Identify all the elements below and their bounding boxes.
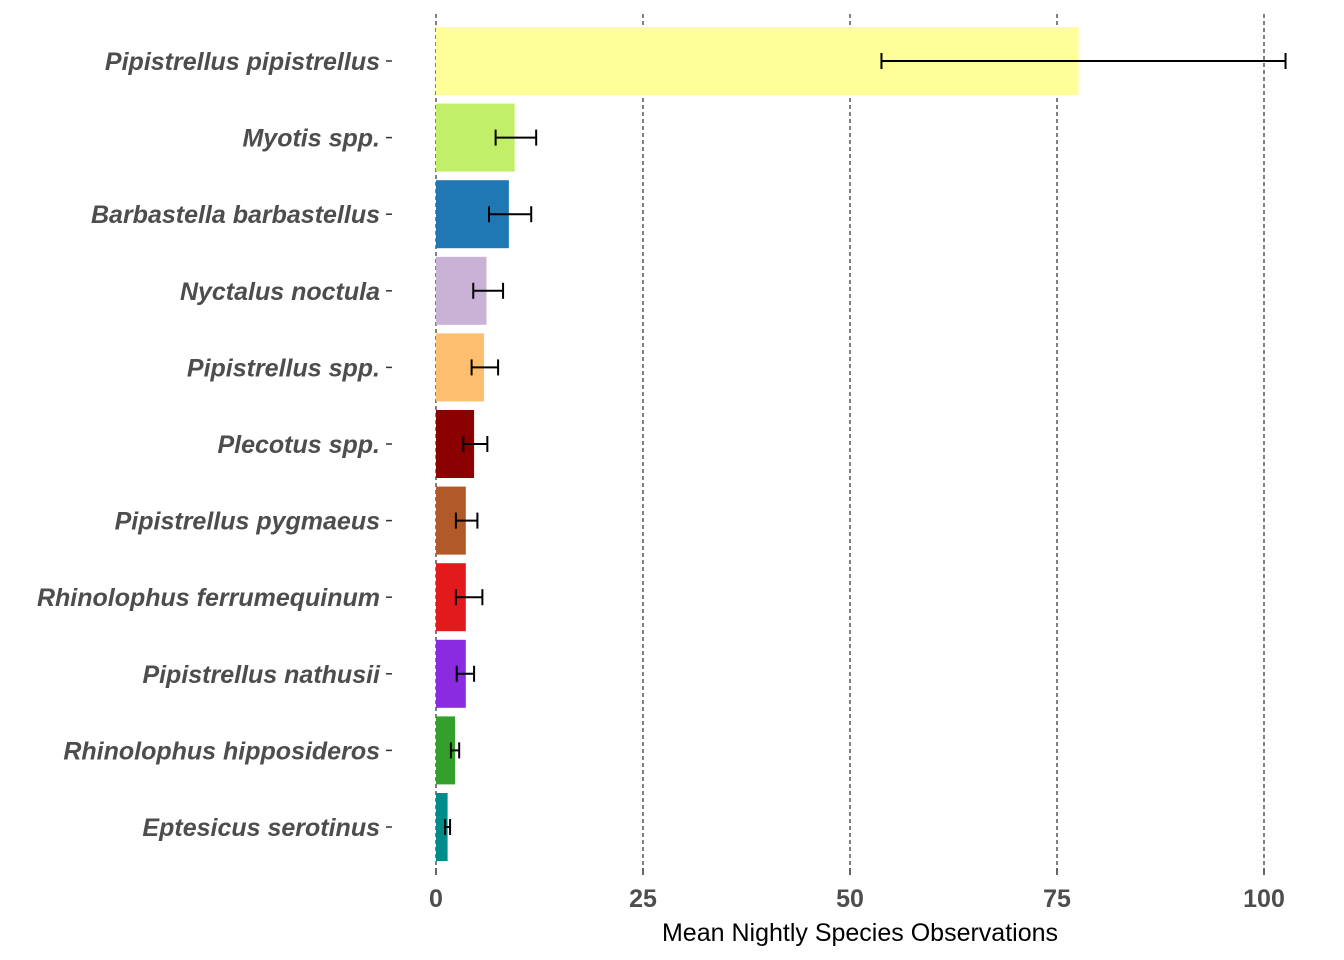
y-category-label: Eptesicus serotinus [142,814,380,842]
y-category-label: Barbastella barbastellus [91,201,380,229]
y-category-label: Pipistrellus pipistrellus [105,48,380,76]
y-axis-labels: Pipistrellus pipistrellus Myotis spp. Barb… [37,48,392,842]
y-category-label: Rhinolophus ferrumequinum [37,584,380,612]
x-tick-label: 75 [1043,885,1071,913]
y-category-label: Plecotus spp. [217,431,380,459]
x-axis-title: Mean Nightly Species Observations [662,919,1058,947]
gridlines [435,14,1265,868]
bar [436,793,448,861]
x-tick-label: 100 [1243,885,1285,913]
y-category-label: Nyctalus noctula [180,278,380,306]
error-bars [444,53,1287,835]
y-category-label: Myotis spp. [242,125,380,153]
y-category-label: Pipistrellus pygmaeus [115,508,380,536]
y-category-label: Pipistrellus spp. [187,354,380,382]
x-tick-label: 25 [629,885,657,913]
bars [436,27,1079,861]
x-axis-ticks: 0 25 50 75 100 [429,868,1285,913]
y-category-label: Rhinolophus hipposideros [63,737,380,765]
bar [436,716,456,785]
x-tick-label: 0 [429,885,443,913]
x-tick-label: 50 [836,885,864,913]
y-category-label: Pipistrellus nathusii [142,661,381,689]
